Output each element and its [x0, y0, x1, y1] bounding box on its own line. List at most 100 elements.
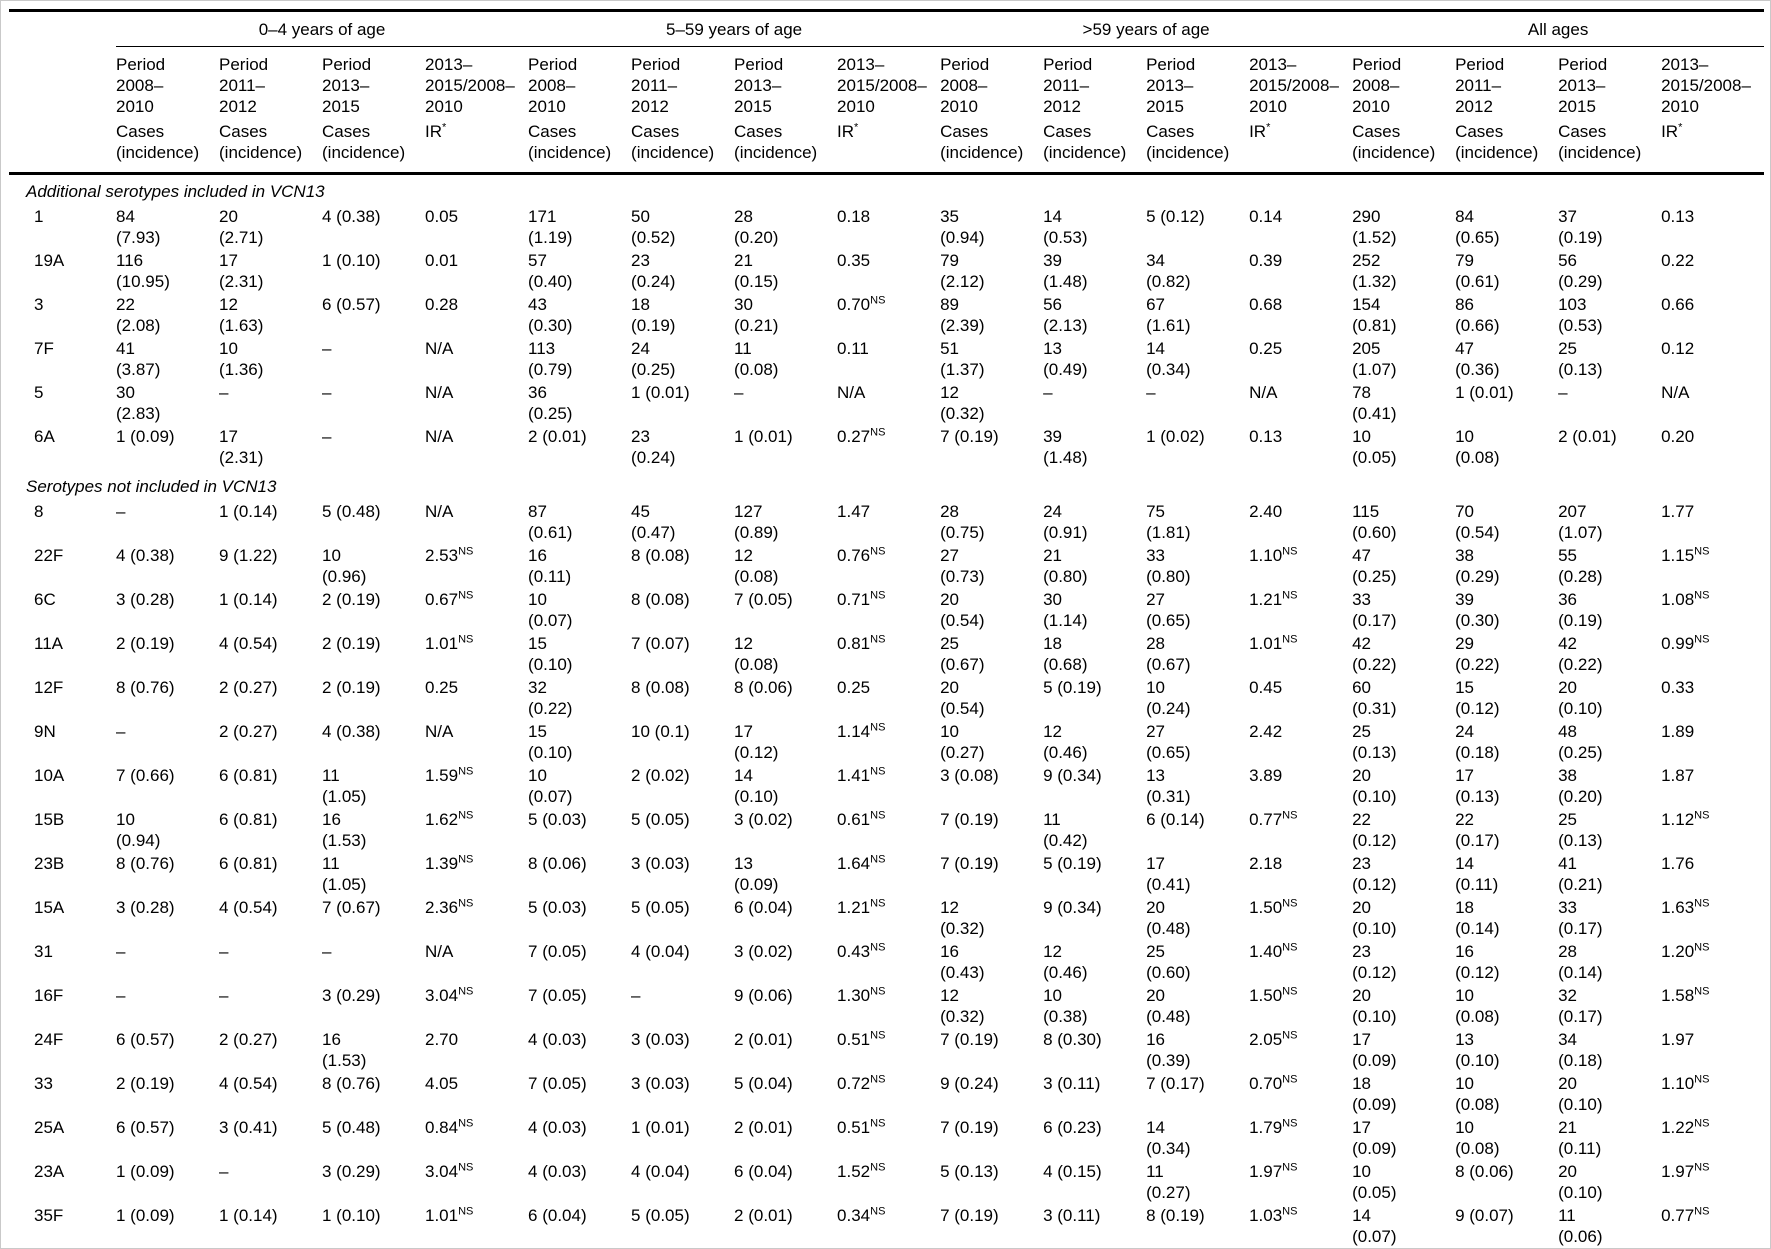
table-cell: 3 (0.08)	[940, 766, 999, 785]
table-cell: 7 (0.66)	[116, 766, 175, 785]
table-cell: 32 (0.17)	[1558, 986, 1603, 1026]
table-cell: 1 (0.01)	[734, 427, 793, 446]
table-cell: 3 (0.29)	[322, 986, 381, 1005]
measure-header: Cases (incidence)	[1558, 117, 1662, 175]
table-cell: 0.68	[1249, 295, 1283, 314]
table-cell: 56 (0.29)	[1558, 251, 1603, 291]
table-cell: 1.08NS	[1661, 589, 1710, 609]
table-cell: 20 (0.10)	[1352, 766, 1397, 806]
table-cell: 1.52NS	[837, 1161, 886, 1181]
table-body: Additional serotypes included in VCN13 1 8…	[9, 174, 1764, 1249]
table-cell: 84 (7.93)	[116, 207, 161, 247]
table-cell: 7 (0.19)	[940, 1206, 999, 1225]
table-cell: 0.34NS	[837, 1205, 886, 1225]
table-cell: 0.28	[425, 295, 459, 314]
table-cell: 38 (0.29)	[1455, 546, 1500, 586]
table-cell: 4 (0.03)	[528, 1162, 587, 1181]
table-cell: 10 (0.08)	[1455, 427, 1500, 467]
table-cell: N/A	[837, 383, 866, 402]
table-cell: 84 (0.65)	[1455, 207, 1500, 247]
table-cell: 15 (0.12)	[1455, 678, 1500, 718]
table-cell: 0.77NS	[1249, 809, 1298, 829]
table-cell: 16 (0.43)	[940, 942, 985, 982]
table-cell: 2.18	[1249, 854, 1283, 873]
table-cell: 1.39NS	[425, 853, 474, 873]
table-cell: 20 (0.10)	[1352, 898, 1397, 938]
table-cell: 22 (0.12)	[1352, 810, 1397, 850]
table-cell: 7 (0.05)	[528, 942, 587, 961]
table-cell: 8 (0.76)	[116, 678, 175, 697]
table-cell: 1 (0.02)	[1146, 427, 1205, 446]
table-cell: 10 (1.36)	[219, 339, 264, 379]
table-cell: 17 (2.31)	[219, 427, 264, 467]
table-cell: 7 (0.19)	[940, 810, 999, 829]
table-cell: 0.51NS	[837, 1029, 886, 1049]
table-cell: 14 (0.34)	[1146, 339, 1191, 379]
table-cell: 20 (0.10)	[1352, 986, 1397, 1026]
table-cell: 3 (0.28)	[116, 590, 175, 609]
table-cell: 6 (0.57)	[322, 295, 381, 314]
table-cell: 2 (0.02)	[631, 766, 690, 785]
table-cell: 18 (0.14)	[1455, 898, 1500, 938]
table-row: 12F 8 (0.76) 2 (0.27) 2 (0.19) 0.25 32 (0.22)…	[9, 677, 1764, 721]
table-cell: 0.18	[837, 207, 871, 226]
measure-header: Cases (incidence)	[219, 117, 322, 175]
table-cell: 12 (1.63)	[219, 295, 264, 335]
table-cell: 0.45	[1249, 678, 1283, 697]
period-header: Period 2011–2012	[631, 55, 681, 116]
table-cell: 2.05NS	[1249, 1029, 1298, 1049]
table-row: 9N – 2 (0.27) 4 (0.38) N/A 15 (0.10) 10 (0.1) 1…	[9, 721, 1764, 765]
table-cell: 2.40	[1249, 502, 1283, 521]
measure-header: Cases (incidence)	[528, 117, 632, 175]
serotype-label: 16F	[34, 986, 64, 1005]
table-cell: 17 (0.09)	[1352, 1118, 1397, 1158]
table-cell: 10 (0.27)	[940, 722, 985, 762]
table-cell: 1.76	[1661, 854, 1695, 873]
serotype-label: 8	[34, 502, 44, 521]
table-cell: 8 (0.76)	[116, 854, 175, 873]
table-row: 1 84 (7.93) 20 (2.71) 4 (0.38) 0.05 171 (1.19…	[9, 206, 1764, 250]
table-cell: 1.20NS	[1661, 941, 1710, 961]
table-cell: 12 (0.08)	[734, 634, 779, 674]
table-cell: N/A	[425, 942, 454, 961]
table-row: 15A 3 (0.28) 4 (0.54) 7 (0.67) 2.36NS 5 (0.03…	[9, 897, 1764, 941]
table-cell: 2 (0.01)	[528, 427, 587, 446]
table-cell: 79 (0.61)	[1455, 251, 1500, 291]
table-cell: 11 (0.08)	[734, 339, 779, 379]
table-cell: 36 (0.19)	[1558, 590, 1603, 630]
table-cell: 10 (0.07)	[528, 590, 573, 630]
table-cell: 11 (0.27)	[1146, 1162, 1191, 1202]
table-cell: 0.66	[1661, 295, 1695, 314]
table-cell: 13 (0.10)	[1455, 1030, 1500, 1070]
table-row: 31 – – – N/A 7 (0.05) 4 (0.04) 3 (0.02) 0.43NS 16…	[9, 941, 1764, 985]
table-cell: 14 (0.07)	[1352, 1206, 1397, 1246]
table-cell: 6 (0.57)	[116, 1118, 175, 1137]
serotype-label: 11A	[34, 634, 63, 653]
table-cell: 3 (0.28)	[116, 898, 175, 917]
table-cell: 5 (0.19)	[1043, 854, 1102, 873]
table-cell: 2 (0.01)	[1558, 427, 1617, 446]
table-cell: 5 (0.48)	[322, 502, 381, 521]
table-cell: 2.53NS	[425, 545, 474, 565]
table-cell: 22 (0.17)	[1455, 810, 1500, 850]
serotype-label: 15A	[34, 898, 65, 917]
period-header: Period 2008–2010	[1352, 55, 1402, 116]
serotype-incidence-table: 0–4 years of age 5–59 years of age >59 y…	[9, 12, 1765, 1249]
age-group-header-row: 0–4 years of age 5–59 years of age >59 y…	[9, 12, 1765, 47]
table-cell: 12 (0.32)	[940, 383, 985, 423]
table-cell: 2 (0.19)	[322, 634, 381, 653]
table-cell: 32 (0.22)	[528, 678, 573, 718]
table-cell: 6 (0.04)	[734, 898, 793, 917]
table-cell: 5 (0.19)	[1043, 678, 1102, 697]
table-cell: 10 (0.94)	[116, 810, 161, 850]
table-cell: 3 (0.02)	[734, 942, 793, 961]
table-cell: 25 (0.13)	[1352, 722, 1397, 762]
table-cell: 0.13	[1661, 207, 1695, 226]
table-cell: –	[322, 339, 332, 358]
serotype-label: 9N	[34, 722, 56, 741]
table-cell: 4 (0.54)	[219, 634, 278, 653]
section-header: Additional serotypes included in VCN13	[26, 182, 325, 201]
serotype-label: 24F	[34, 1030, 64, 1049]
table-cell: 2.42	[1249, 722, 1283, 741]
table-cell: 51 (1.37)	[940, 339, 985, 379]
